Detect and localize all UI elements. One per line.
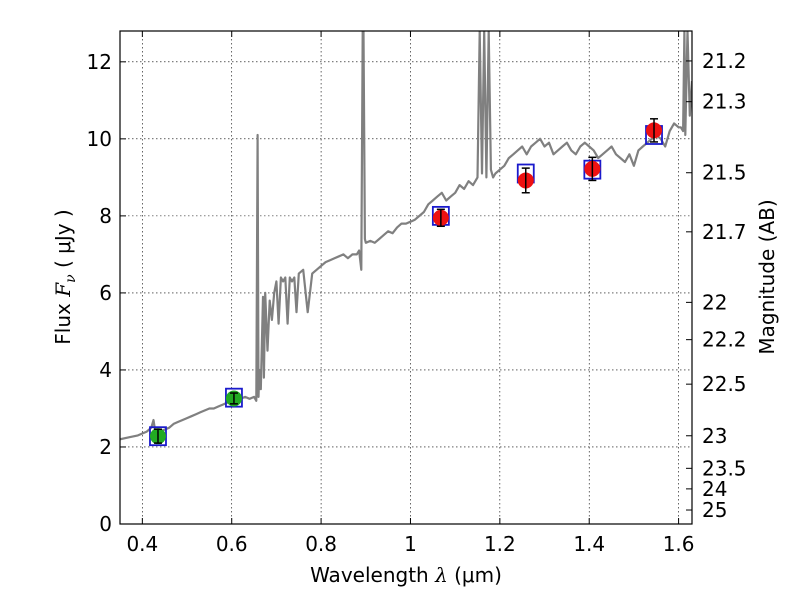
y-tick-label: 2 — [99, 435, 112, 459]
y2-tick-label: 21.2 — [702, 49, 747, 73]
plot-frame — [119, 30, 693, 525]
plot-background — [120, 31, 692, 524]
y2-tick-label: 21.5 — [702, 161, 747, 185]
y2-tick-label: 21.3 — [702, 90, 747, 114]
y2-tick-label: 22 — [702, 290, 727, 314]
y-tick-label: 8 — [99, 204, 112, 228]
x-tick-label: 1.6 — [663, 532, 695, 556]
x-tick-label: 1 — [404, 532, 417, 556]
y-tick-label: 6 — [99, 281, 112, 305]
x-tick-label: 0.6 — [216, 532, 248, 556]
x-tick-label: 0.8 — [305, 532, 337, 556]
x-axis-label: Wavelength λ (μm) — [310, 563, 502, 587]
x-tick-label: 1.2 — [484, 532, 516, 556]
y-tick-label: 10 — [87, 127, 112, 151]
model-flux-box — [225, 387, 243, 408]
y-axis-label: Flux Fν ( μJy ) — [51, 209, 79, 344]
x-tick-label: 1.4 — [573, 532, 605, 556]
y2-tick-label: 25 — [702, 498, 727, 522]
y2-tick-label: 21.7 — [702, 220, 747, 244]
photometry-points — [149, 118, 663, 447]
y2-tick-label: 23 — [702, 424, 727, 448]
y-tick-label: 0 — [99, 512, 112, 536]
y2-tick-label: 22.5 — [702, 372, 747, 396]
y2-tick-label: 22.2 — [702, 328, 747, 352]
y2-axis-label: Magnitude (AB) — [755, 199, 779, 354]
x-tick-label: 0.4 — [126, 532, 158, 556]
y-tick-label: 4 — [99, 358, 112, 382]
y2-tick-label: 23.5 — [702, 456, 747, 480]
y-tick-label: 12 — [87, 50, 112, 74]
y2-tick-label: 24 — [702, 477, 727, 501]
